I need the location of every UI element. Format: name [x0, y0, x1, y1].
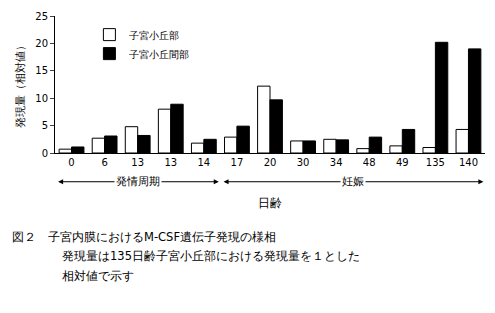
svg-text:6: 6	[101, 157, 107, 168]
svg-text:10: 10	[35, 93, 48, 104]
svg-text:日齢: 日齢	[258, 196, 282, 210]
svg-text:発情周期: 発情周期	[116, 175, 160, 188]
svg-text:20: 20	[264, 157, 277, 168]
svg-text:15: 15	[35, 65, 48, 76]
svg-text:発現量は135日齢子宮小丘部における発現量を１とした: 発現量は135日齢子宮小丘部における発現量を１とした	[62, 249, 360, 263]
svg-text:25: 25	[35, 11, 48, 22]
svg-text:0: 0	[42, 148, 48, 159]
svg-text:48: 48	[363, 157, 376, 168]
svg-text:子宮小丘部: 子宮小丘部	[129, 30, 179, 41]
svg-text:発現量（相対値）: 発現量（相対値）	[14, 41, 27, 129]
svg-text:135: 135	[426, 157, 445, 168]
svg-text:0: 0	[68, 157, 74, 168]
svg-text:妊娠: 妊娠	[342, 175, 364, 188]
svg-text:20: 20	[35, 38, 48, 49]
svg-text:49: 49	[396, 157, 409, 168]
svg-text:子宮小丘間部: 子宮小丘間部	[129, 49, 189, 60]
svg-text:17: 17	[231, 157, 244, 168]
svg-text:34: 34	[330, 157, 343, 168]
svg-text:13: 13	[164, 157, 177, 168]
svg-text:30: 30	[297, 157, 310, 168]
svg-text:図２ 子宮内膜におけるM-CSF遺伝子発現の様相: 図２ 子宮内膜におけるM-CSF遺伝子発現の様相	[12, 230, 276, 244]
svg-text:13: 13	[131, 157, 144, 168]
svg-text:140: 140	[459, 157, 478, 168]
svg-text:14: 14	[197, 157, 210, 168]
svg-text:相対値で示す: 相対値で示す	[62, 269, 134, 283]
svg-text:5: 5	[42, 120, 48, 131]
